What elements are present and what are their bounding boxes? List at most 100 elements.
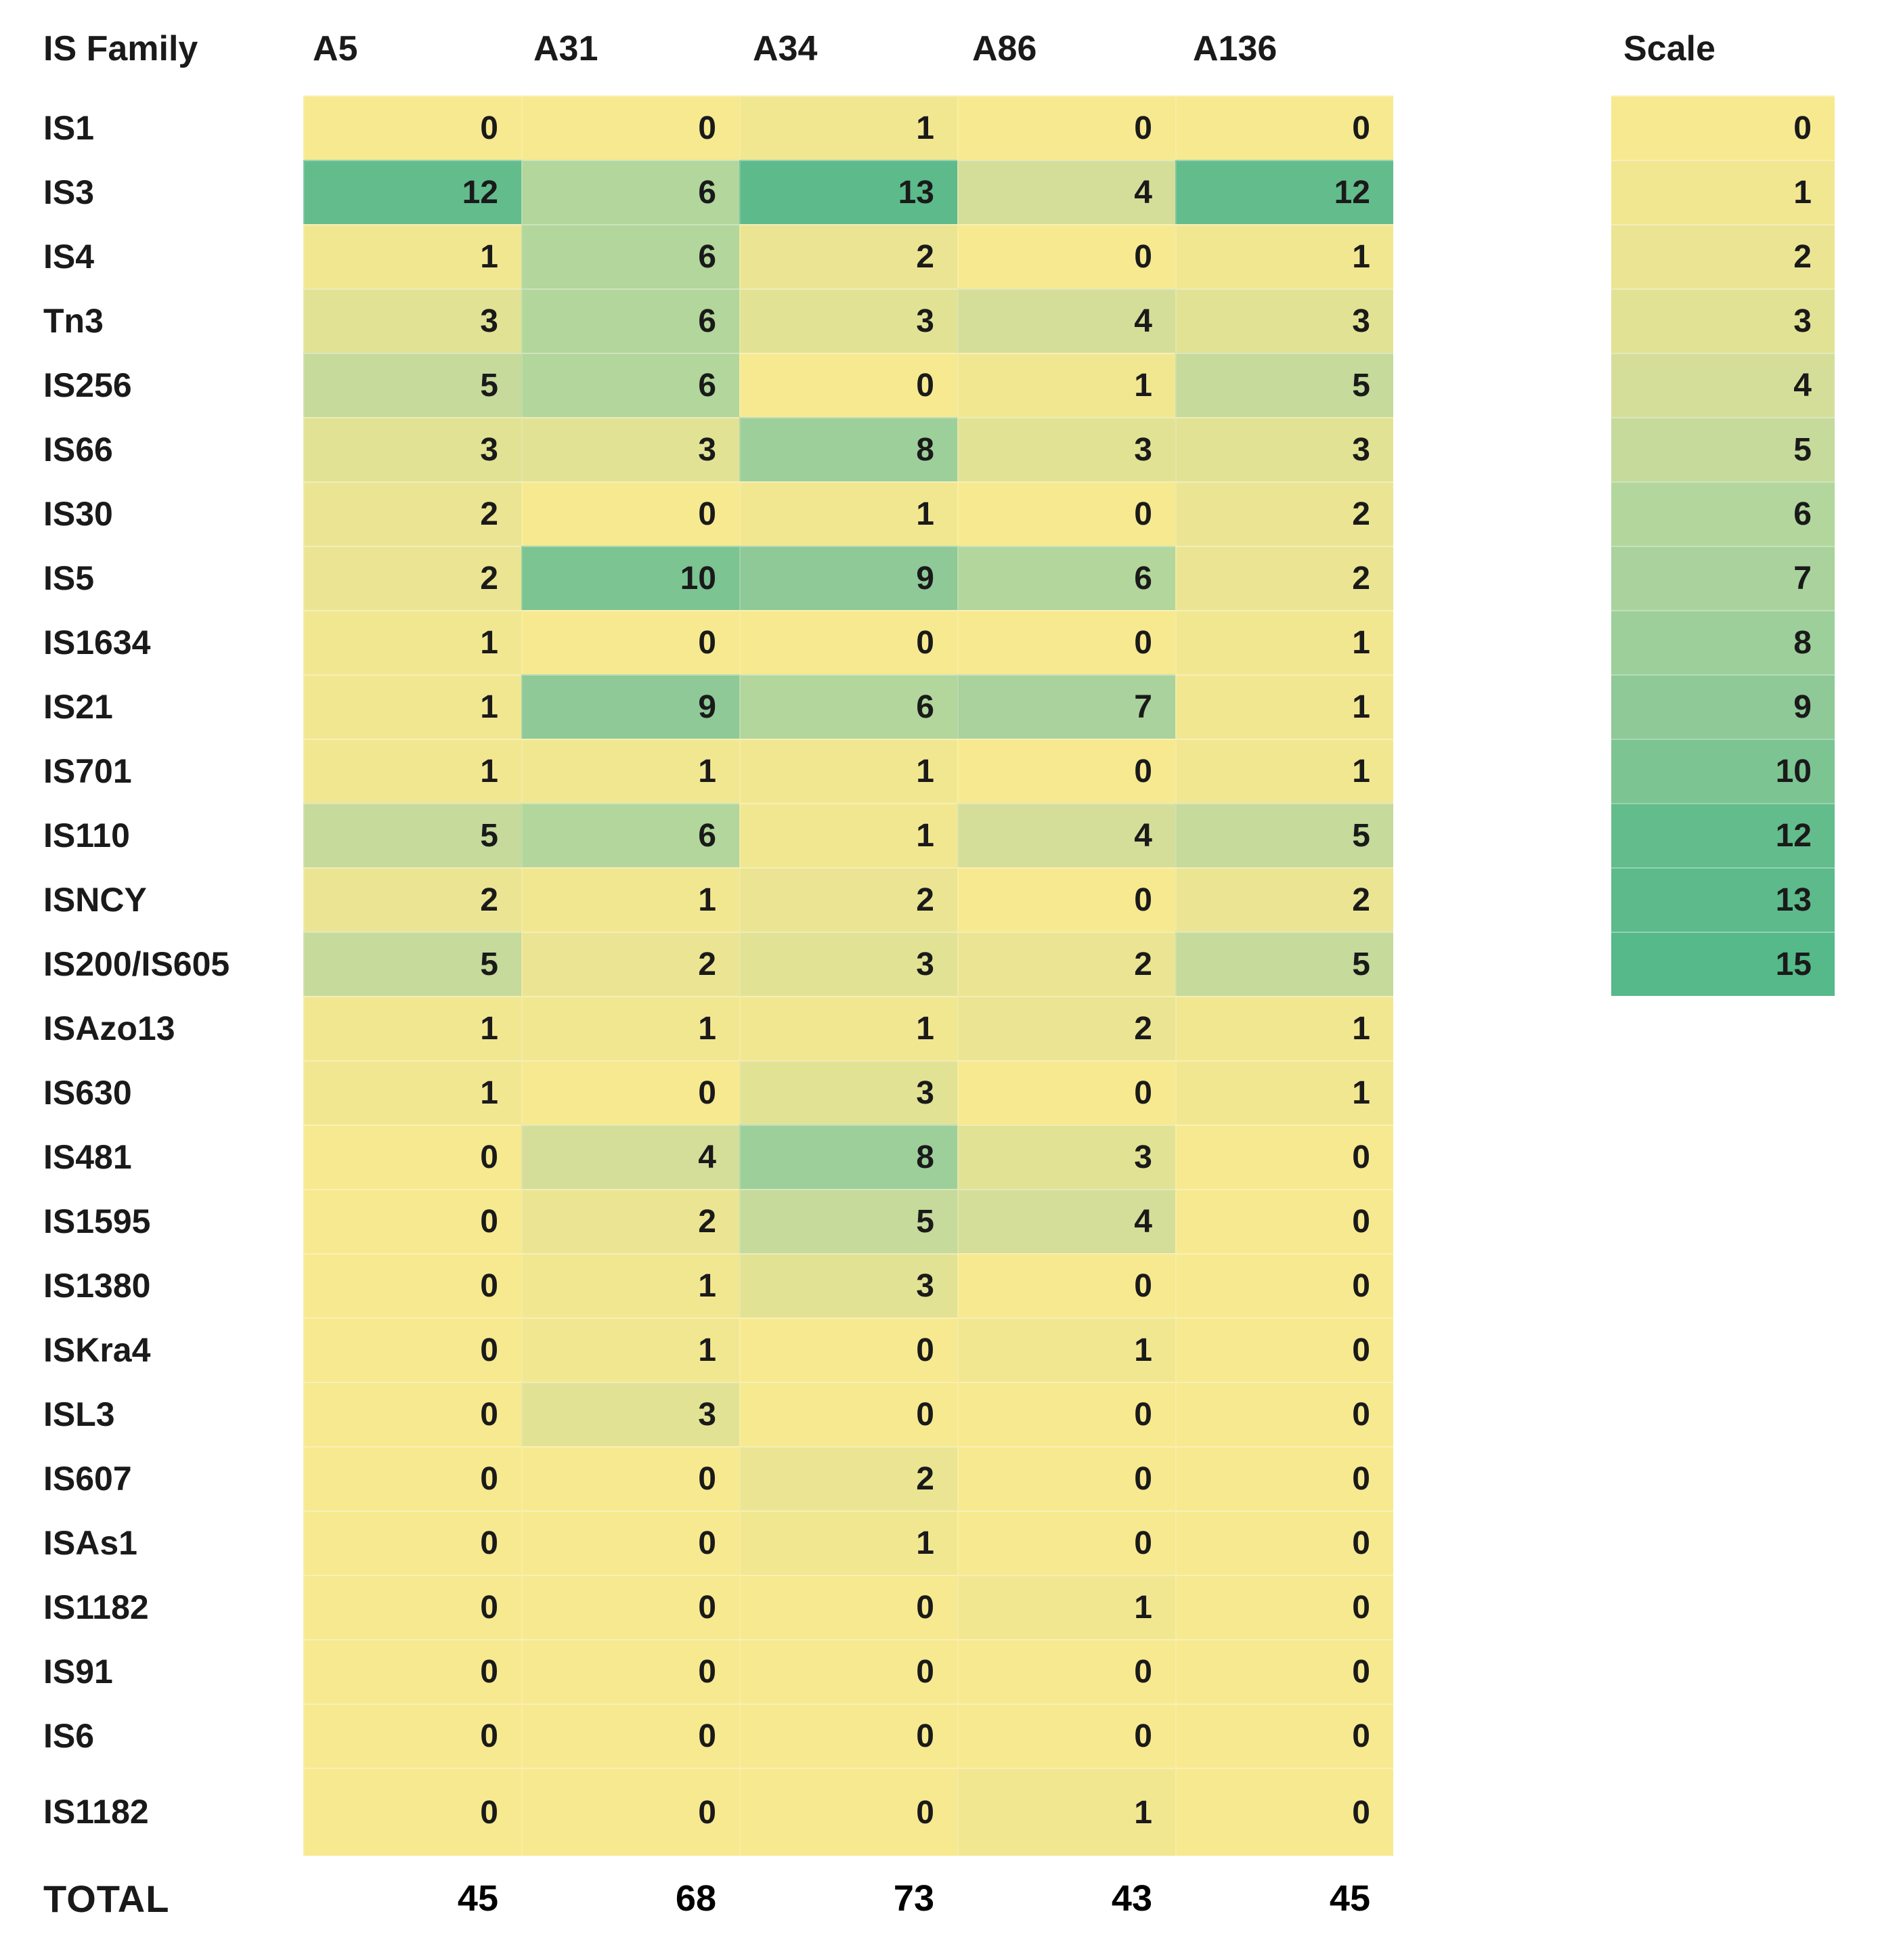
row-label: IS1634	[43, 623, 151, 661]
value-cell: 0	[521, 1703, 739, 1768]
table-row: ISAzo13 1 1 1 2 1	[0, 996, 1393, 1060]
scale-legend: 0 1 2 3 4 5 6 7 8 9 10 12 13 15	[1611, 95, 1835, 996]
value-cell: 1	[739, 739, 957, 803]
value-cell: 0	[303, 1382, 521, 1446]
value-cell: 0	[957, 481, 1175, 546]
value-cell: 3	[739, 1253, 957, 1317]
value-cell: 0	[739, 353, 957, 417]
value-cell: 0	[521, 1639, 739, 1703]
total-cell-a34: 73	[893, 1878, 934, 1919]
table-row: IS5 2 10 9 6 2	[0, 546, 1393, 610]
value-cell: 0	[739, 610, 957, 674]
value-cell: 1	[521, 996, 739, 1060]
table-row: IS21 1 9 6 7 1	[0, 674, 1393, 739]
row-label: IS21	[43, 687, 113, 726]
value-cell: 0	[1175, 1446, 1393, 1510]
total-cell-a31: 68	[675, 1878, 716, 1919]
scale-cell: 4	[1611, 353, 1835, 417]
value-cell: 6	[521, 160, 739, 224]
scale-cell: 0	[1611, 95, 1835, 160]
value-cell: 3	[521, 417, 739, 481]
value-cell: 7	[957, 674, 1175, 739]
value-cell: 0	[521, 1575, 739, 1639]
value-cell: 5	[1175, 932, 1393, 996]
value-cell: 6	[521, 353, 739, 417]
value-cell: 3	[739, 932, 957, 996]
value-cell: 3	[739, 288, 957, 353]
scale-cell: 8	[1611, 610, 1835, 674]
value-cell: 1	[739, 803, 957, 867]
value-cell: 0	[521, 1060, 739, 1125]
table-row: Tn3 3 6 3 4 3	[0, 288, 1393, 353]
value-cell: 0	[739, 1768, 957, 1856]
value-cell: 0	[1175, 1575, 1393, 1639]
table-row: ISNCY 2 1 2 0 2	[0, 867, 1393, 932]
value-cell: 0	[957, 739, 1175, 803]
value-cell: 0	[303, 1510, 521, 1575]
value-cell: 0	[303, 1639, 521, 1703]
value-cell: 6	[957, 546, 1175, 610]
value-cell: 4	[521, 1125, 739, 1189]
value-cell: 0	[303, 1703, 521, 1768]
scale-cell: 9	[1611, 674, 1835, 739]
row-label: IS110	[43, 816, 130, 854]
row-label: ISAzo13	[43, 1009, 175, 1047]
table-row: IS1634 1 0 0 0 1	[0, 610, 1393, 674]
value-cell: 6	[739, 674, 957, 739]
value-cell: 0	[1175, 1639, 1393, 1703]
value-cell: 2	[303, 546, 521, 610]
value-cell: 1	[957, 1575, 1175, 1639]
row-label: IS3	[43, 173, 95, 211]
value-cell: 0	[957, 224, 1175, 288]
value-cell: 1	[1175, 674, 1393, 739]
scale-cell: 10	[1611, 739, 1835, 803]
table-row: IS481 0 4 8 3 0	[0, 1125, 1393, 1189]
row-label: IS1182	[43, 1588, 149, 1626]
value-cell: 2	[957, 996, 1175, 1060]
value-cell: 4	[957, 1189, 1175, 1253]
value-cell: 4	[957, 803, 1175, 867]
value-cell: 2	[303, 867, 521, 932]
table-row: ISL3 0 3 0 0 0	[0, 1382, 1393, 1446]
value-cell: 6	[521, 288, 739, 353]
value-cell: 0	[739, 1317, 957, 1382]
table-row: IS6 0 0 0 0 0	[0, 1703, 1393, 1768]
value-cell: 0	[1175, 1510, 1393, 1575]
value-cell: 1	[1175, 739, 1393, 803]
value-cell: 0	[303, 95, 521, 160]
value-cell: 1	[739, 1510, 957, 1575]
table-row: IS1182 0 0 0 1 0	[0, 1575, 1393, 1639]
row-label: IS1182	[43, 1793, 149, 1831]
column-header-a31: A31	[533, 29, 598, 68]
value-cell: 1	[1175, 996, 1393, 1060]
value-cell: 1	[739, 95, 957, 160]
row-label: IS607	[43, 1459, 132, 1498]
value-cell: 1	[739, 481, 957, 546]
value-cell: 1	[957, 353, 1175, 417]
table-row: IS110 5 6 1 4 5	[0, 803, 1393, 867]
value-cell: 0	[521, 481, 739, 546]
scale-cell: 2	[1611, 224, 1835, 288]
table-row: ISKra4 0 1 0 1 0	[0, 1317, 1393, 1382]
value-cell: 0	[521, 95, 739, 160]
value-cell: 0	[1175, 1382, 1393, 1446]
value-cell: 0	[1175, 1125, 1393, 1189]
value-cell: 9	[739, 546, 957, 610]
value-cell: 12	[303, 160, 521, 224]
family-column-header: IS Family	[43, 29, 198, 68]
value-cell: 5	[1175, 803, 1393, 867]
value-cell: 9	[521, 674, 739, 739]
value-cell: 6	[521, 224, 739, 288]
value-cell: 0	[521, 1768, 739, 1856]
table-row: IS4 1 6 2 0 1	[0, 224, 1393, 288]
value-cell: 2	[521, 1189, 739, 1253]
value-cell: 1	[521, 867, 739, 932]
table-row: IS1 0 0 1 0 0	[0, 95, 1393, 160]
row-label: IS701	[43, 752, 132, 790]
row-label: ISKra4	[43, 1330, 151, 1369]
value-cell: 2	[739, 1446, 957, 1510]
scale-cell: 12	[1611, 803, 1835, 867]
row-label: IS200/IS605	[43, 944, 230, 983]
value-cell: 0	[303, 1125, 521, 1189]
row-label: IS630	[43, 1073, 132, 1112]
